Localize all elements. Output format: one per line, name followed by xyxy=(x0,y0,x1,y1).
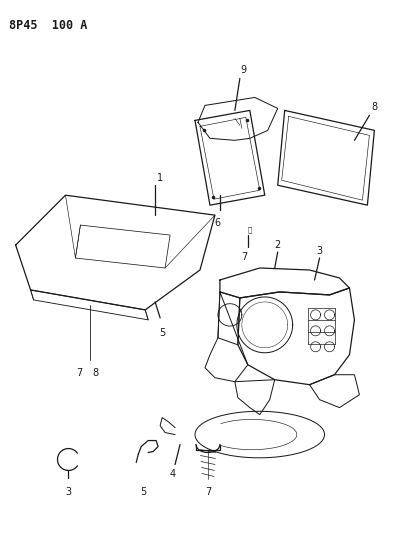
Text: 8: 8 xyxy=(92,368,99,378)
Text: 7: 7 xyxy=(76,368,83,378)
Text: 5: 5 xyxy=(159,328,165,338)
Text: 6: 6 xyxy=(215,218,221,228)
Text: 9: 9 xyxy=(241,66,247,76)
Text: 7: 7 xyxy=(241,252,247,262)
Text: 7: 7 xyxy=(205,487,211,497)
Text: 4: 4 xyxy=(170,470,176,480)
Text: ⑂: ⑂ xyxy=(248,227,252,233)
Text: 2: 2 xyxy=(275,240,281,250)
Text: 8: 8 xyxy=(371,102,378,112)
Text: 3: 3 xyxy=(316,246,323,256)
Text: 3: 3 xyxy=(65,487,72,497)
Text: 1: 1 xyxy=(157,173,163,183)
Text: 5: 5 xyxy=(140,487,146,497)
Text: 8P45  100 A: 8P45 100 A xyxy=(9,19,87,31)
